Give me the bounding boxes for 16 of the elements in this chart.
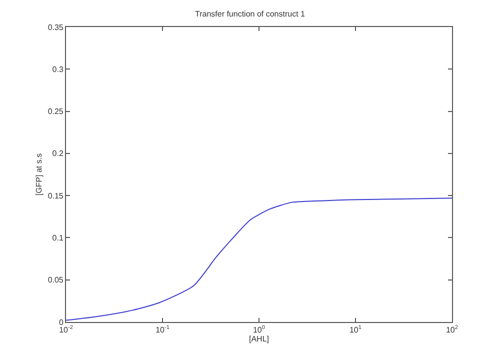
y-tick-label: 0.2 bbox=[52, 149, 64, 158]
chart-title: Transfer function of construct 1 bbox=[195, 9, 306, 18]
y-tick-label: 0.1 bbox=[52, 234, 64, 243]
y-tick-label: 0.25 bbox=[48, 107, 64, 116]
y-tick-label: 0 bbox=[58, 318, 64, 327]
x-tick-label: 10$^{2}$ bbox=[446, 325, 458, 335]
x-tick-label: 10$^{0}$ bbox=[252, 325, 266, 335]
x-tick-label: 10$^{-1}$ bbox=[156, 325, 170, 335]
y-tick-label: 0.35 bbox=[48, 22, 64, 32]
y-tick-label: 0.3 bbox=[52, 64, 64, 74]
x-axis-title: [AHL] bbox=[248, 334, 270, 344]
x-tick-label: 10$^{1}$ bbox=[349, 325, 362, 335]
y-tick-label: 0.05 bbox=[48, 276, 64, 285]
x-tick-label: 10$^{-2}$ bbox=[59, 325, 73, 335]
y-axis-title: [GFP] at s.s bbox=[34, 153, 44, 196]
y-tick-label: 0.15 bbox=[48, 191, 64, 200]
